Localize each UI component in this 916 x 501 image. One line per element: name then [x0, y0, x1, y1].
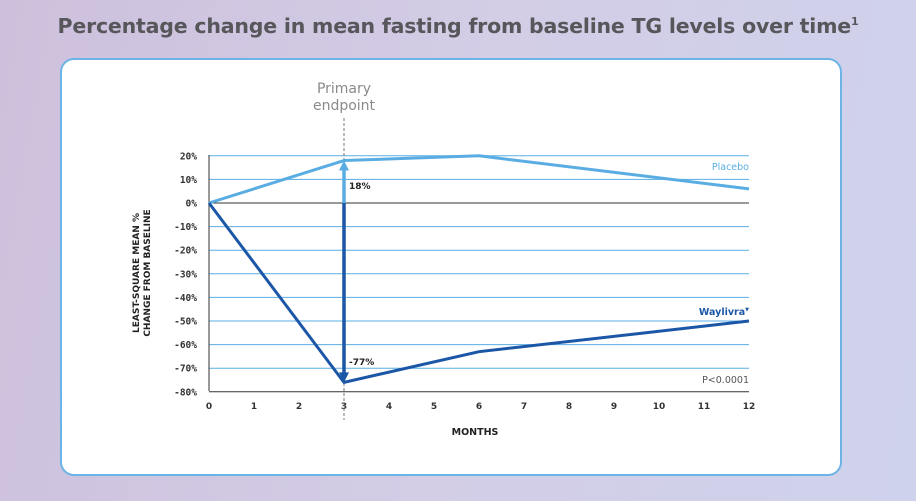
endpoint-label: Primary [317, 81, 371, 97]
title-text: Percentage change in mean fasting from b… [57, 14, 852, 38]
placebo-arrowhead [339, 160, 349, 171]
y-tick-label: -10% [174, 222, 197, 233]
y-tick-label: -40% [174, 293, 197, 304]
x-tick-label: 0 [206, 402, 212, 412]
waylivra-series-label: Waylivra▼ [699, 307, 749, 318]
y-tick-label: -50% [174, 317, 197, 328]
x-tick-label: 10 [653, 402, 666, 412]
title-footnote: 1 [850, 15, 859, 29]
page-title: Percentage change in mean fasting from b… [0, 14, 916, 38]
x-tick-label: 9 [611, 402, 617, 412]
y-tick-label: -20% [174, 246, 197, 257]
x-tick-label: 11 [698, 402, 711, 412]
p-value-label: P<0.0001 [702, 375, 749, 386]
chart-card [60, 58, 842, 476]
x-tick-label: 4 [386, 402, 392, 412]
y-axis-label-line1: LEAST-SQUARE MEAN % [132, 213, 142, 333]
y-tick-label: -60% [174, 340, 197, 351]
x-axis-label: MONTHS [452, 427, 499, 438]
y-axis-label-line2: CHANGE FROM BASELINE [143, 209, 153, 336]
y-tick-label: -70% [174, 364, 197, 375]
endpoint-label: endpoint [313, 98, 376, 114]
placebo-series-label: Placebo [712, 162, 749, 173]
y-tick-label: -30% [174, 269, 197, 280]
y-tick-label: -80% [174, 387, 197, 398]
y-tick-label: 10% [180, 175, 197, 186]
x-tick-label: 3 [341, 402, 347, 412]
placebo-change-label: 18% [349, 182, 371, 192]
y-tick-label: 0% [186, 199, 198, 210]
x-tick-label: 2 [296, 402, 302, 412]
waylivra-marker: ▼ [745, 307, 749, 313]
x-tick-label: 6 [476, 402, 482, 412]
x-tick-label: 12 [743, 402, 756, 412]
x-tick-label: 5 [431, 402, 437, 412]
series-line-waylivra [207, 202, 750, 384]
waylivra-arrowhead [339, 372, 349, 383]
x-tick-label: 8 [566, 402, 572, 412]
series-line-placebo [208, 154, 750, 205]
waylivra-change-label: -77% [349, 358, 374, 368]
x-tick-label: 7 [521, 402, 527, 412]
y-tick-label: 20% [180, 151, 197, 162]
x-tick-label: 1 [251, 402, 257, 412]
